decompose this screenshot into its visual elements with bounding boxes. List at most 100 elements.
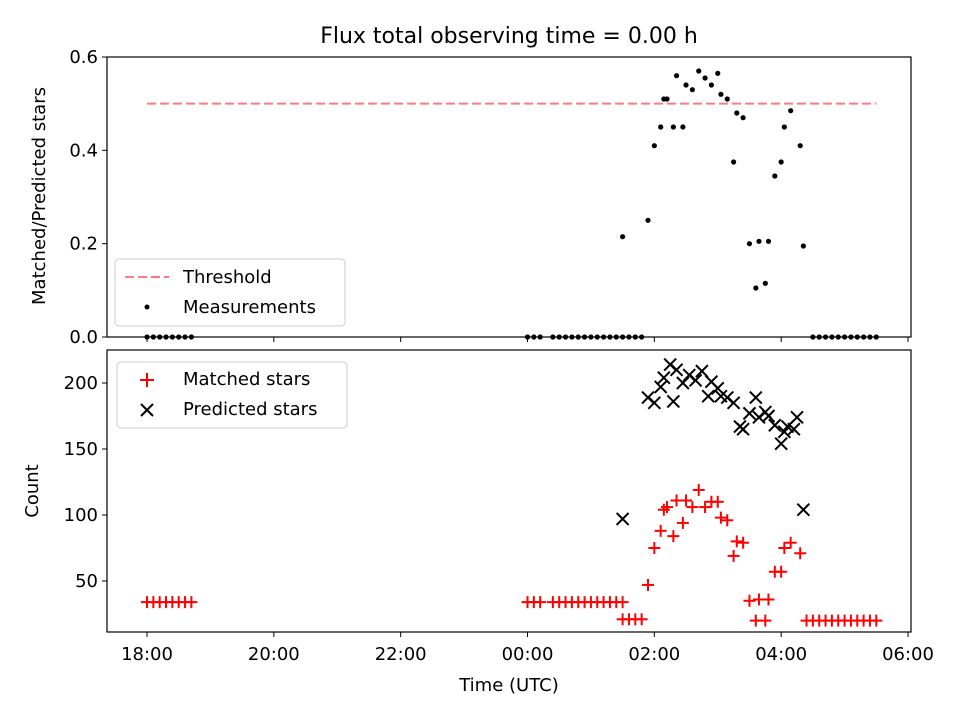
top-panel: Flux total observing time = 0.00 h Match… (29, 24, 912, 348)
matched-star-point (743, 594, 756, 607)
measurement-point (800, 243, 806, 249)
matched-star-point (784, 536, 797, 549)
matched-star-point (711, 495, 724, 508)
top-y-tick-label: 0.2 (69, 234, 98, 255)
measurement-point (734, 110, 740, 116)
measurement-point (781, 124, 787, 130)
measurement-point (718, 91, 724, 97)
predicted-star-point (657, 371, 671, 385)
measurement-point (702, 75, 708, 81)
matched-star-point (680, 494, 693, 507)
predicted-star-point (669, 363, 684, 377)
matched-star-point (686, 501, 699, 514)
measurement-point (651, 143, 657, 149)
predicted-star-point (787, 422, 801, 436)
measurement-point (753, 285, 759, 291)
matched-star-point (699, 501, 712, 514)
predicted-star-point (647, 396, 662, 410)
x-tick-label: 18:00 (121, 644, 173, 665)
measurement-point (673, 73, 680, 79)
matched-star-point (737, 536, 750, 549)
bottom-axis-ticks: 50 100 150 200 18:00 20:00 22:00 00:00 02:00 04:0… (64, 373, 934, 665)
bottom-legend: Matched stars Predicted stars (116, 361, 348, 429)
x-tick-label: 06:00 (882, 644, 934, 665)
top-y-tick-label: 0.4 (69, 140, 98, 161)
chart-title: Flux total observing time = 0.00 h (320, 24, 698, 49)
predicted-star-point (774, 437, 788, 451)
top-y-tick-label: 0.6 (69, 47, 98, 68)
measurement-point (708, 82, 715, 88)
matched-star-point (721, 514, 734, 527)
matched-star-point (661, 501, 674, 514)
measurement-point (765, 238, 772, 244)
predicted-star-point (615, 512, 630, 526)
matched-star-point (775, 565, 788, 578)
bottom-axes-frame (106, 349, 912, 633)
bottom-legend-box (116, 361, 348, 429)
legend-predicted-swatch (140, 403, 154, 417)
legend-threshold-label: Threshold (182, 267, 272, 288)
matched-star-point (727, 549, 740, 562)
measurement-point (620, 234, 626, 240)
legend-measurements-swatch (144, 304, 150, 310)
legend-predicted-label: Predicted stars (183, 399, 317, 420)
bottom-y-axis-label: Count (22, 464, 43, 517)
measurement-point (658, 124, 664, 130)
predicted-star-point (742, 406, 757, 421)
x-tick-label: 20:00 (248, 644, 300, 665)
measurement-point (683, 82, 689, 88)
x-tick-label: 22:00 (375, 644, 427, 665)
predicted-star-point (768, 418, 782, 432)
measurement-point (788, 108, 794, 114)
matched-star-point (759, 614, 772, 627)
measurement-point (746, 241, 753, 247)
bottom-y-tick-label: 200 (64, 373, 98, 394)
matched-star-point (667, 530, 680, 543)
bottom-y-tick-label: 150 (64, 439, 98, 460)
predicted-star-point (749, 390, 763, 405)
x-tick-label: 02:00 (628, 644, 680, 665)
matched-star-point (762, 593, 775, 606)
top-legend-box (114, 258, 346, 327)
top-legend: Threshold Measurements (114, 258, 346, 327)
matched-star-point (692, 483, 705, 496)
matched-star-point (778, 542, 791, 554)
measurement-point (696, 68, 702, 74)
matched-star-point (534, 596, 547, 609)
predicted-star-point (701, 389, 715, 403)
bottom-panel: Count Time (UTC) 50 100 150 200 18:00 20:00 22… (22, 349, 934, 696)
x-tick-label: 00:00 (502, 644, 554, 665)
bottom-y-tick-label: 100 (64, 505, 98, 526)
measurement-point (724, 96, 730, 102)
matched-star-point (641, 578, 654, 591)
bottom-plot-area (141, 357, 883, 627)
predicted-star-point (796, 503, 811, 517)
predicted-star-point (653, 380, 668, 394)
measurement-point (756, 238, 762, 244)
measurement-point (797, 143, 803, 149)
matched-star-point (185, 596, 198, 609)
matched-star-point (654, 524, 667, 537)
measurement-point (664, 96, 670, 102)
predicted-star-point (726, 396, 741, 410)
predicted-star-point (666, 394, 681, 409)
matched-star-point (730, 535, 743, 548)
measurement-point (778, 159, 784, 165)
top-axis-ticks: 0.0 0.2 0.4 0.6 (69, 47, 909, 348)
measurement-point (645, 217, 651, 223)
matched-star-point (794, 547, 807, 560)
x-tick-label: 04:00 (755, 644, 807, 665)
predicted-star-point (736, 422, 750, 436)
measurement-point (731, 159, 737, 165)
top-axes-frame (106, 56, 912, 338)
bottom-y-tick-label: 50 (75, 571, 98, 592)
top-y-axis-label: Matched/Predicted stars (29, 87, 50, 305)
x-axis-label: Time (UTC) (458, 675, 559, 696)
matched-star-point (648, 542, 661, 554)
measurement-point (680, 124, 686, 130)
predicted-star-point (790, 410, 804, 425)
measurement-point (715, 70, 721, 76)
legend-matched-label: Matched stars (183, 369, 310, 390)
measurement-point (670, 124, 676, 130)
